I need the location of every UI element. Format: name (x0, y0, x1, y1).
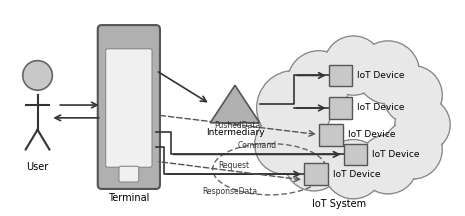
Circle shape (383, 65, 442, 125)
Circle shape (324, 140, 383, 199)
FancyBboxPatch shape (319, 124, 343, 146)
Circle shape (257, 70, 332, 146)
Circle shape (286, 133, 343, 190)
Circle shape (325, 37, 382, 94)
Text: IoT Device: IoT Device (372, 150, 420, 159)
Circle shape (395, 97, 450, 152)
Text: IoT Device: IoT Device (358, 103, 405, 113)
Circle shape (384, 121, 441, 178)
Text: IoT Device: IoT Device (347, 130, 395, 139)
FancyBboxPatch shape (106, 49, 152, 167)
Text: ResponseData: ResponseData (202, 187, 258, 196)
Circle shape (288, 52, 350, 113)
Circle shape (256, 116, 313, 173)
Text: Terminal: Terminal (108, 193, 150, 203)
FancyBboxPatch shape (329, 97, 352, 119)
FancyBboxPatch shape (304, 163, 328, 185)
FancyBboxPatch shape (119, 166, 139, 182)
FancyBboxPatch shape (344, 144, 367, 165)
Text: IoT Device: IoT Device (358, 71, 405, 80)
Text: PushedData: PushedData (214, 121, 260, 130)
Circle shape (23, 61, 53, 90)
Circle shape (383, 120, 442, 179)
FancyBboxPatch shape (329, 65, 352, 86)
Circle shape (255, 115, 314, 174)
Polygon shape (210, 85, 259, 123)
Text: Request: Request (219, 161, 250, 170)
Circle shape (287, 51, 351, 114)
Circle shape (325, 141, 382, 198)
Circle shape (396, 98, 449, 151)
Circle shape (384, 67, 441, 124)
Circle shape (359, 135, 418, 194)
Text: IoT System: IoT System (312, 199, 365, 209)
Circle shape (359, 136, 417, 193)
Circle shape (324, 36, 383, 95)
Text: IoT Device: IoT Device (332, 170, 380, 179)
FancyBboxPatch shape (98, 25, 160, 189)
Text: Command: Command (238, 141, 277, 151)
Circle shape (356, 41, 419, 104)
Circle shape (258, 71, 331, 145)
Circle shape (284, 132, 344, 191)
Circle shape (358, 42, 418, 103)
Text: User: User (27, 162, 49, 172)
Text: Intermediary: Intermediary (206, 128, 264, 137)
